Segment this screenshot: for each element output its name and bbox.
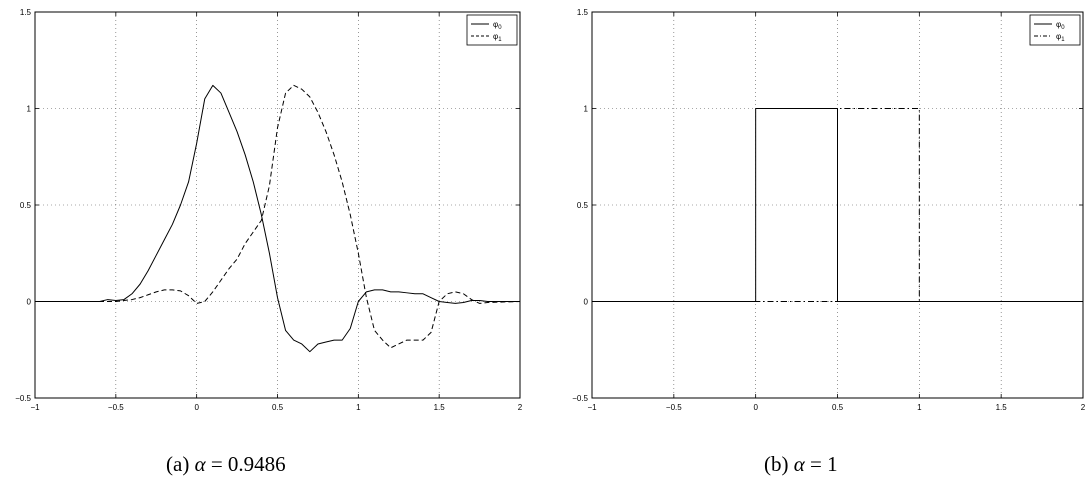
chart-a-ytick-label: −0.5 [15, 394, 31, 403]
chart-a-xtick-label: 0.5 [272, 403, 284, 412]
caption-a-symbol: α [194, 452, 206, 476]
caption-a-label: (a) [166, 452, 190, 476]
chart-a-legend-label: φ0 [493, 20, 502, 31]
chart-b-ytick-label: 1 [584, 105, 589, 114]
caption-a-value: = 0.9486 [210, 452, 286, 476]
chart-b-xtick-label: 1 [917, 403, 922, 412]
chart-a-xtick-label: 0 [194, 403, 199, 412]
chart-a-xtick-label: −1 [30, 403, 40, 412]
chart-a-xtick-label: 1 [356, 403, 361, 412]
chart-b-xtick-label: 0 [753, 403, 758, 412]
chart-b-ytick-label: 0.5 [577, 201, 589, 210]
chart-a-legend-box [466, 14, 518, 46]
chart-a-ytick-label: 1 [27, 105, 32, 114]
chart-b-xtick-label: −1 [587, 403, 597, 412]
chart-a-xtick-label: −0.5 [108, 403, 124, 412]
chart-a-legend-label: φ1 [493, 32, 502, 43]
chart-b-ytick-label: 0 [584, 298, 589, 307]
caption-b: (b) α = 1 [764, 452, 838, 477]
chart-b-xtick-label: 1.5 [996, 403, 1008, 412]
chart-b-ytick-label: −0.5 [572, 394, 588, 403]
chart-b-legend-label: φ0 [1056, 20, 1065, 31]
chart-a-xtick-label: 1.5 [434, 403, 446, 412]
chart-a-series-0-line [35, 84, 520, 353]
chart-a-series-1-line [35, 84, 521, 349]
chart-b-xtick-label: 0.5 [832, 403, 844, 412]
caption-b-symbol: α [793, 452, 805, 476]
chart-b-xtick-label: 2 [1081, 403, 1086, 412]
chart-a-ytick-label: 0 [27, 298, 32, 307]
chart-a-ytick-label: 0.5 [20, 201, 32, 210]
caption-b-label: (b) [764, 452, 789, 476]
chart-a-xtick-label: 2 [518, 403, 523, 412]
chart-b-legend-box [1029, 14, 1081, 46]
caption-b-value: = 1 [810, 452, 838, 476]
chart-b-series-1-line [592, 108, 1083, 302]
chart-b-ytick-label: 1.5 [577, 8, 589, 17]
chart-a-ytick-label: 1.5 [20, 8, 32, 17]
caption-a: (a) α = 0.9486 [166, 452, 286, 477]
chart-b-legend-label: φ1 [1056, 32, 1065, 43]
chart-b-xtick-label: −0.5 [666, 403, 682, 412]
